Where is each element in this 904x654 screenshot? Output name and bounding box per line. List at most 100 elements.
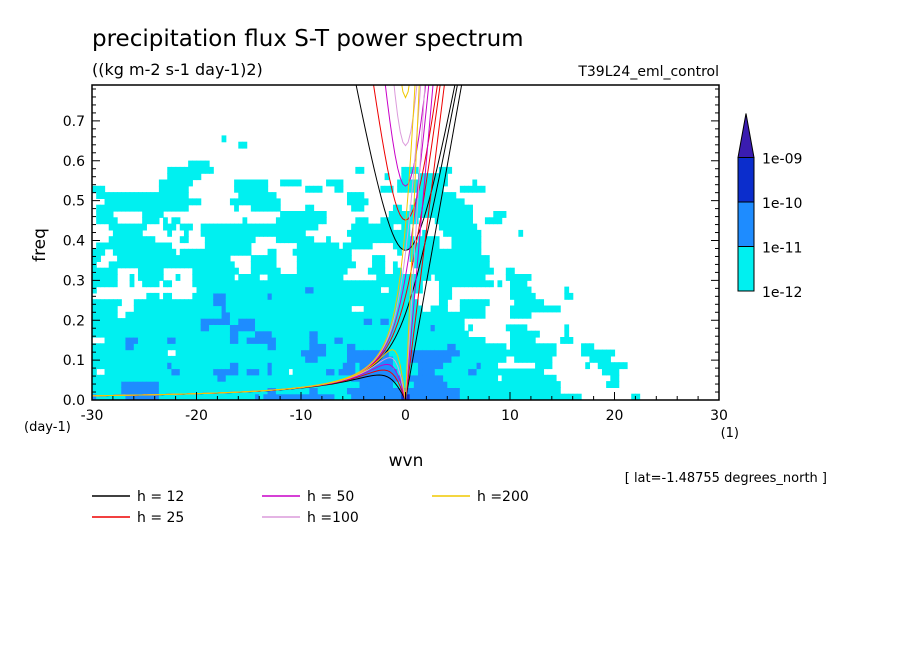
spectrum-cell — [200, 393, 206, 400]
spectrum-cell — [355, 217, 361, 225]
spectrum-cell — [401, 324, 407, 332]
spectrum-cell — [309, 211, 315, 218]
spectrum-cell — [510, 349, 515, 357]
spectrum-cell — [288, 387, 294, 395]
spectrum-cell — [455, 362, 461, 370]
spectrum-cell — [338, 292, 344, 300]
x-axis-label: wvn — [389, 451, 424, 471]
spectrum-cell — [142, 337, 147, 344]
spectrum-cell — [501, 355, 507, 363]
spectrum-cell — [309, 185, 315, 193]
spectrum-cell — [133, 229, 139, 237]
spectrum-cell — [234, 267, 239, 275]
spectrum-cell — [464, 185, 469, 193]
spectrum-cell — [518, 229, 524, 237]
spectrum-cell — [204, 280, 210, 288]
spectrum-cell — [346, 318, 352, 325]
spectrum-cell — [255, 267, 260, 275]
colorbar-label: 1e-09 — [762, 152, 802, 168]
spectrum-cell — [213, 311, 218, 319]
spectrum-cell — [163, 330, 168, 338]
spectrum-cell — [438, 255, 444, 262]
spectrum-cell — [392, 267, 398, 275]
spectrum-cell — [112, 198, 118, 206]
spectrum-cell — [183, 204, 189, 212]
spectrum-cell — [154, 374, 160, 382]
spectrum-cell — [217, 368, 223, 376]
spectrum-cell — [313, 255, 319, 262]
spectrum-cell — [296, 381, 302, 388]
spectrum-cell — [242, 217, 248, 225]
spectrum-cell — [401, 229, 407, 237]
spectrum-cell — [459, 368, 465, 376]
spectrum-cell — [480, 387, 486, 395]
spectrum-cell — [405, 305, 411, 313]
spectrum-cell — [426, 236, 432, 244]
spectrum-cell — [259, 192, 264, 199]
spectrum-cell — [200, 261, 206, 269]
spectrum-cell — [175, 198, 181, 206]
spectrum-cell — [92, 349, 97, 357]
spectrum-cell — [92, 255, 97, 262]
spectrum-cell — [296, 374, 302, 382]
spectrum-cell — [472, 185, 478, 193]
spectrum-cell — [338, 179, 344, 187]
spectrum-cell — [464, 368, 469, 376]
spectrum-cell — [518, 368, 524, 376]
spectrum-cell — [183, 198, 189, 206]
spectrum-cell — [142, 343, 147, 351]
spectrum-cell — [133, 393, 139, 400]
spectrum-cell — [321, 374, 327, 382]
spectrum-cell — [104, 362, 110, 370]
spectrum-cell — [179, 318, 185, 325]
spectrum-cell — [484, 349, 490, 357]
spectrum-cell — [351, 280, 356, 288]
spectrum-cell — [104, 305, 110, 313]
spectrum-cell — [355, 381, 361, 388]
spectrum-cell — [413, 330, 419, 338]
spectrum-cell — [209, 305, 214, 313]
spectrum-cell — [129, 374, 135, 382]
spectrum-cell — [468, 349, 473, 357]
spectrum-cell — [413, 211, 419, 218]
spectrum-cell — [614, 368, 620, 376]
spectrum-cell — [192, 374, 198, 382]
spectrum-cell — [321, 305, 327, 313]
spectrum-cell — [606, 355, 611, 363]
spectrum-cell — [163, 337, 168, 344]
spectrum-cell — [280, 362, 285, 370]
spectrum-cell — [464, 355, 469, 363]
spectrum-cell — [204, 223, 210, 231]
spectrum-cell — [267, 198, 273, 206]
spectrum-cell — [372, 393, 377, 400]
spectrum-cell — [255, 274, 260, 281]
spectrum-cell — [238, 318, 244, 325]
spectrum-cell — [614, 374, 620, 382]
spectrum-cell — [447, 248, 453, 256]
spectrum-cell — [342, 362, 348, 370]
spectrum-cell — [238, 280, 244, 288]
chart-title: precipitation flux S-T power spectrum — [92, 26, 524, 52]
spectrum-cell — [238, 192, 244, 199]
spectrum-cell — [397, 318, 402, 325]
spectrum-cell — [443, 192, 448, 199]
spectrum-cell — [601, 362, 607, 370]
spectrum-cell — [108, 337, 114, 344]
spectrum-cell — [551, 374, 557, 382]
spectrum-cell — [451, 248, 457, 256]
spectrum-cell — [150, 337, 156, 344]
spectrum-cell — [468, 229, 473, 237]
spectrum-cell — [209, 324, 214, 332]
spectrum-cell — [443, 318, 448, 325]
spectrum-cell — [301, 248, 306, 256]
spectrum-cell — [468, 185, 473, 193]
spectrum-cell — [150, 362, 156, 370]
spectrum-cell — [447, 349, 453, 357]
spectrum-cell — [104, 192, 110, 199]
spectrum-cell — [413, 393, 419, 400]
spectrum-cell — [392, 381, 398, 388]
spectrum-cell — [530, 368, 536, 376]
spectrum-cell — [255, 179, 260, 187]
spectrum-cell — [413, 248, 419, 256]
spectrum-cell — [434, 387, 440, 395]
